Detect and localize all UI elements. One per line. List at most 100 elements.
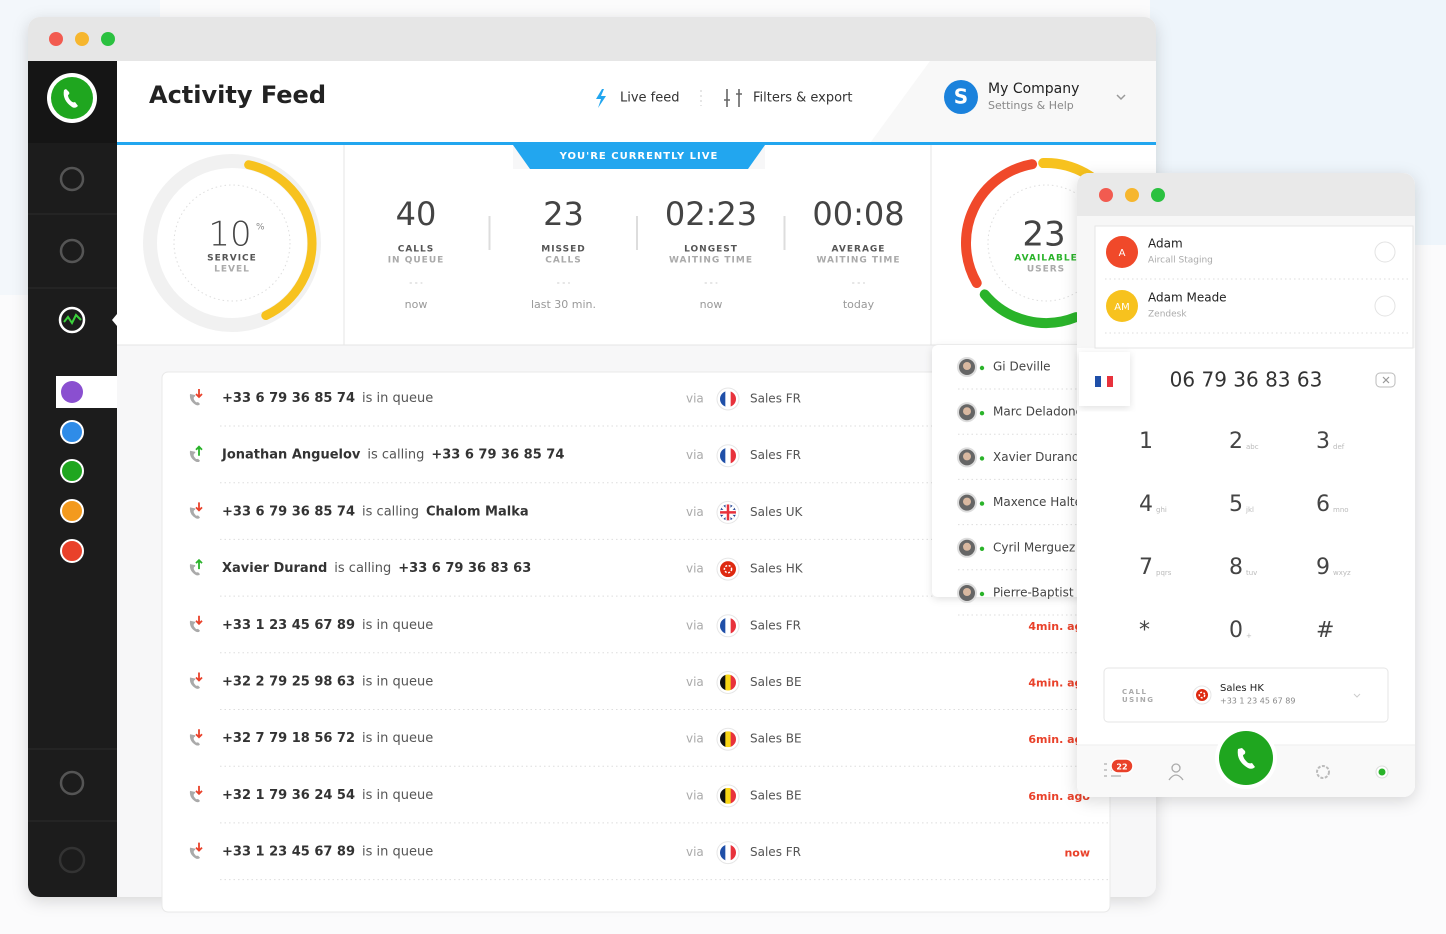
call-icon bbox=[189, 450, 200, 463]
flag-stripe bbox=[720, 617, 726, 634]
badge-count: 22 bbox=[1116, 763, 1127, 772]
flag-stripe bbox=[1095, 376, 1101, 387]
contacts-tab-head[interactable] bbox=[1171, 763, 1181, 773]
flag-ring bbox=[717, 785, 739, 807]
user-face bbox=[963, 497, 971, 506]
flag-field bbox=[720, 561, 736, 578]
page-title: Activity Feed bbox=[149, 81, 326, 109]
clear-x bbox=[1382, 376, 1390, 384]
flag bbox=[720, 391, 736, 407]
analytics-icon[interactable] bbox=[60, 420, 84, 444]
flag-stripe bbox=[730, 844, 736, 861]
flag-border bbox=[716, 841, 740, 865]
call-using-line: Sales HK bbox=[1220, 683, 1264, 694]
contacts-nav-icon[interactable] bbox=[59, 238, 85, 264]
team-icon[interactable] bbox=[59, 770, 85, 796]
line-name: Sales BE bbox=[750, 732, 802, 746]
calls-nav-icon[interactable] bbox=[59, 166, 85, 192]
logo[interactable] bbox=[51, 77, 93, 119]
direction-arrow bbox=[195, 558, 203, 570]
flag-ring bbox=[717, 728, 739, 750]
dial-key[interactable]: 9 wxyz bbox=[1316, 555, 1351, 580]
status-dot bbox=[979, 501, 985, 506]
dial-key[interactable]: 3 def bbox=[1316, 429, 1345, 454]
live-feed-tab[interactable]: Live feed bbox=[620, 91, 680, 106]
dial-key[interactable]: 1 bbox=[1139, 429, 1153, 454]
dial-number: 06 79 36 83 63 bbox=[1170, 368, 1323, 392]
flag-stripe bbox=[1107, 376, 1113, 387]
gauge-arc bbox=[244, 160, 317, 321]
filters-tab[interactable]: Filters & export bbox=[753, 91, 852, 106]
via-label: via bbox=[686, 618, 704, 632]
key-digit: 3 bbox=[1316, 429, 1330, 454]
via-label: via bbox=[686, 392, 704, 406]
dial-key[interactable]: 5 jkl bbox=[1229, 492, 1254, 517]
flag bbox=[720, 787, 736, 804]
dial-key[interactable]: 2 abc bbox=[1229, 429, 1259, 454]
dial-key[interactable]: 6 mno bbox=[1316, 492, 1349, 517]
contact-call-button[interactable] bbox=[1374, 295, 1396, 317]
dial-key[interactable]: 0 + bbox=[1229, 618, 1252, 643]
phone-status-icon[interactable] bbox=[58, 846, 86, 874]
company-block[interactable] bbox=[870, 61, 1156, 143]
direction-arrow bbox=[195, 445, 203, 456]
feed-text: Xavier Durand is calling +33 6 79 36 83 63 bbox=[222, 561, 531, 576]
settings-tab[interactable] bbox=[1316, 765, 1330, 779]
user-face bbox=[963, 407, 971, 416]
flag-border bbox=[716, 727, 740, 751]
feed-text: +33 1 23 45 67 89 is in queue bbox=[222, 844, 433, 859]
call-icon bbox=[189, 620, 200, 633]
dialer-title-bar bbox=[1077, 173, 1415, 216]
live-feed-icon[interactable] bbox=[61, 381, 83, 403]
maximize-button[interactable] bbox=[101, 32, 115, 46]
stat-label: WAITING TIME bbox=[669, 256, 753, 266]
flag-stripe bbox=[730, 617, 736, 634]
contact-call-button[interactable] bbox=[1374, 241, 1396, 263]
activity-nav-icon[interactable] bbox=[58, 306, 86, 334]
badge bbox=[1110, 758, 1134, 774]
clear-button[interactable] bbox=[1375, 372, 1396, 388]
dial-key[interactable]: * bbox=[1139, 618, 1150, 643]
dial-key[interactable]: 4 ghi bbox=[1139, 492, 1167, 517]
flag-border bbox=[716, 500, 740, 524]
contact-name: Adam bbox=[1148, 237, 1183, 251]
window-button[interactable] bbox=[1151, 188, 1165, 202]
flag-stripe bbox=[725, 617, 732, 634]
caller: Jonathan Anguelov bbox=[221, 447, 361, 462]
direction-arrow bbox=[195, 729, 203, 739]
dial-key[interactable]: 7 pqrs bbox=[1139, 555, 1172, 580]
key-digit: 0 bbox=[1229, 618, 1243, 643]
window-button[interactable] bbox=[1125, 188, 1139, 202]
dial-key[interactable]: # bbox=[1316, 618, 1334, 643]
feed-text: +33 6 79 36 85 74 is in queue bbox=[222, 391, 433, 406]
settings-icon[interactable] bbox=[60, 539, 84, 563]
call-button[interactable] bbox=[1219, 731, 1273, 785]
status-dot bbox=[979, 456, 985, 461]
reports-icon[interactable] bbox=[60, 499, 84, 523]
minimize-button[interactable] bbox=[75, 32, 89, 46]
call-using-box[interactable] bbox=[1103, 667, 1389, 723]
direction-arrow bbox=[195, 842, 203, 852]
flag-ring bbox=[717, 388, 739, 410]
dial-key[interactable]: 8 tuv bbox=[1229, 555, 1257, 580]
users-panel bbox=[932, 345, 1092, 597]
live-feed-icon bbox=[596, 89, 606, 108]
close-button[interactable] bbox=[49, 32, 63, 46]
call-icon bbox=[189, 734, 200, 746]
history-icon[interactable] bbox=[60, 459, 84, 483]
user-name: Xavier Durand bbox=[993, 450, 1080, 464]
flag-stripe bbox=[725, 787, 732, 804]
caller: +32 7 79 18 56 72 bbox=[222, 731, 355, 746]
user-face bbox=[963, 362, 971, 370]
flag-stripe bbox=[725, 391, 732, 407]
flag-stripe bbox=[725, 844, 732, 861]
caller: +33 6 79 36 85 74 bbox=[222, 391, 355, 406]
via-label: via bbox=[686, 505, 704, 519]
flag-stripe bbox=[720, 674, 726, 691]
flag-stripe bbox=[720, 844, 726, 861]
window-button[interactable] bbox=[1099, 188, 1113, 202]
flag-border bbox=[716, 387, 740, 411]
flag-border bbox=[716, 614, 740, 638]
dropdown-arrow[interactable] bbox=[1116, 94, 1126, 101]
